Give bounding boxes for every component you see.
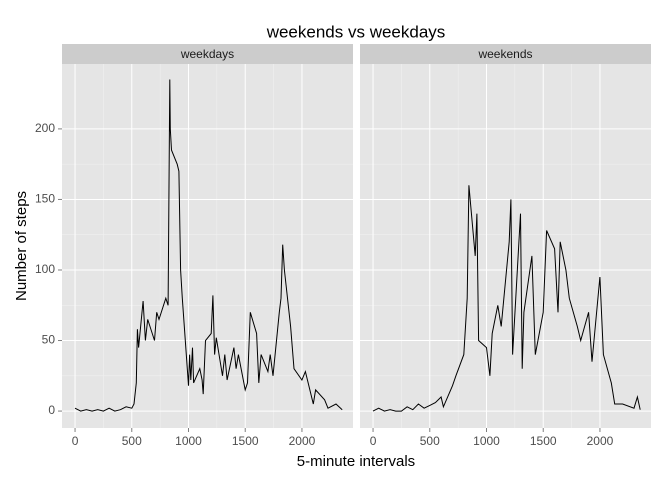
series-line <box>372 185 641 412</box>
x-tick-label: 1500 <box>232 434 259 448</box>
facet-label: weekends <box>477 47 532 61</box>
x-tick-label: 500 <box>420 434 440 448</box>
x-tick-label: 1500 <box>530 434 557 448</box>
series-line <box>74 79 343 412</box>
panel-background <box>62 64 353 428</box>
x-axis-label: 5-minute intervals <box>297 453 415 470</box>
x-tick-label: 0 <box>370 434 377 448</box>
facet-strip <box>62 44 353 64</box>
y-tick-label: 0 <box>48 403 55 417</box>
x-tick-label: 1000 <box>473 434 500 448</box>
y-tick-label: 100 <box>35 262 55 276</box>
facet-label: weekdays <box>180 47 234 61</box>
panel-background <box>360 64 651 428</box>
y-tick-label: 150 <box>35 192 55 206</box>
x-tick-label: 2000 <box>587 434 614 448</box>
y-axis-label: Number of steps <box>13 191 30 301</box>
x-tick-label: 1000 <box>175 434 202 448</box>
x-tick-label: 0 <box>72 434 79 448</box>
x-tick-label: 2000 <box>289 434 316 448</box>
facet-strip <box>360 44 651 64</box>
x-tick-label: 500 <box>122 434 142 448</box>
y-tick-label: 200 <box>35 121 55 135</box>
y-tick-label: 50 <box>42 333 56 347</box>
chart-title: weekends vs weekdays <box>266 22 446 41</box>
